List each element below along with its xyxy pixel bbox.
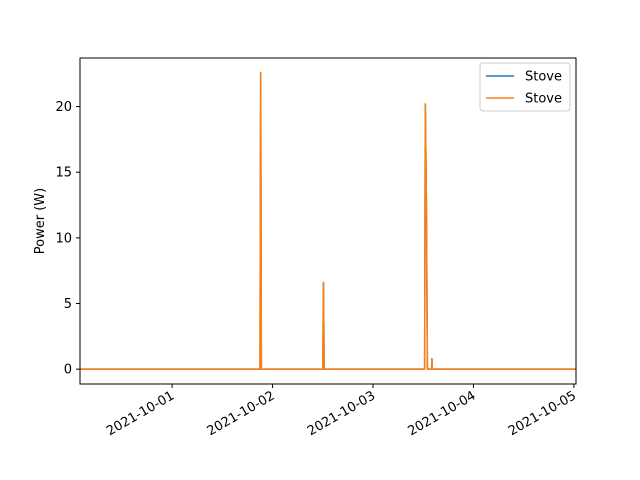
x-tick-label: 2021-10-04 [406,388,479,439]
y-tick-label: 20 [55,100,72,115]
x-tick-label: 2021-10-03 [305,388,378,439]
y-tick-label: 5 [64,297,72,312]
y-tick-label: 0 [64,363,72,378]
legend-label-2: Stove [525,92,562,107]
legend-label-1: Stove [525,70,562,85]
y-axis-label: Power (W) [33,188,48,254]
y-tick-label: 10 [55,231,72,246]
x-tick-label: 2021-10-02 [205,388,278,439]
series-line-2 [80,71,576,370]
y-axis: 0 5 10 15 20 [55,100,80,378]
legend-box [479,62,571,112]
y-tick-label: 15 [55,166,72,181]
axes-frame [79,57,577,385]
x-axis: 2021-10-01 2021-10-02 2021-10-03 2021-10-04… [104,384,579,439]
legend: Stove Stove [479,62,571,112]
plot-area [80,71,576,370]
x-tick-label: 2021-10-01 [104,388,177,439]
x-tick-label: 2021-10-05 [506,388,579,439]
series-line-1 [80,71,576,370]
